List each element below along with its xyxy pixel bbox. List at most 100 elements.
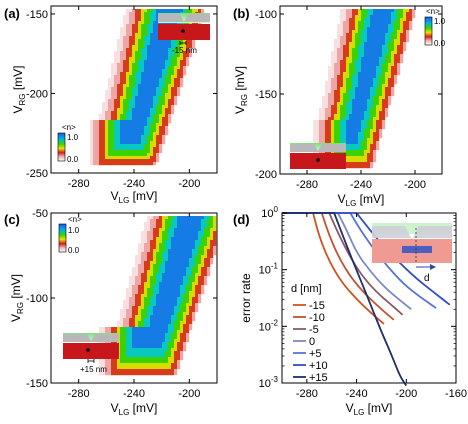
x-tick-label: -200	[404, 179, 426, 191]
heatmap-cell	[132, 24, 136, 28]
heatmap-cell	[174, 345, 178, 349]
heatmap-cell	[141, 285, 145, 289]
heatmap-cell	[201, 261, 205, 265]
heatmap-cell	[349, 42, 353, 46]
heatmap-cell	[147, 261, 151, 265]
heatmap-cell	[135, 312, 139, 316]
heatmap-cell	[337, 132, 341, 136]
heatmap-cell	[373, 102, 377, 106]
heatmap-cell	[343, 87, 347, 91]
heatmap-cell	[189, 39, 193, 43]
heatmap-cell	[111, 366, 115, 370]
heatmap-cell	[349, 24, 353, 28]
heatmap-cell	[177, 303, 181, 307]
heatmap-cell	[93, 138, 97, 142]
heatmap-cell	[123, 108, 127, 112]
heatmap-cell	[132, 63, 136, 67]
heatmap-cell	[135, 366, 139, 370]
heatmap-cell	[394, 54, 398, 58]
heatmap-cell	[364, 48, 368, 52]
heatmap-cell	[150, 75, 154, 79]
heatmap-cell	[391, 90, 395, 94]
heatmap-cell	[168, 105, 172, 109]
heatmap-cell	[322, 102, 326, 106]
heatmap-cell	[177, 243, 181, 247]
heatmap-cell	[382, 33, 386, 37]
heatmap-cell	[138, 78, 142, 82]
heatmap-cell	[156, 15, 160, 19]
heatmap-cell	[114, 153, 118, 157]
heatmap-cell	[183, 348, 187, 352]
heatmap-cell	[156, 273, 160, 277]
heatmap-cell	[328, 66, 332, 70]
heatmap-cell	[102, 105, 106, 109]
heatmap-cell	[195, 294, 199, 298]
heatmap-cell	[132, 87, 136, 91]
heatmap-cell	[370, 120, 374, 124]
heatmap-cell	[349, 165, 353, 169]
heatmap-cell	[388, 33, 392, 37]
heatmap-cell	[180, 345, 184, 349]
colorbar-title: <n>	[426, 7, 440, 16]
heatmap-cell	[129, 21, 133, 25]
heatmap-cell	[159, 75, 163, 79]
heatmap-cell	[346, 33, 350, 37]
heatmap-cell	[171, 345, 175, 349]
heatmap-cell	[153, 285, 157, 289]
heatmap-cell	[379, 30, 383, 34]
heatmap-cell	[150, 339, 154, 343]
heatmap-cell	[156, 288, 160, 292]
heatmap-cell	[150, 129, 154, 133]
heatmap-cell	[349, 9, 353, 13]
heatmap-cell	[192, 219, 196, 223]
heatmap-cell	[328, 93, 332, 97]
heatmap-cell	[153, 81, 157, 85]
heatmap-cell	[162, 219, 166, 223]
heatmap-cell	[159, 366, 163, 370]
heatmap-cell	[367, 138, 371, 142]
heatmap-cell	[114, 96, 118, 100]
heatmap-cell	[192, 42, 196, 46]
heatmap-cell	[373, 96, 377, 100]
heatmap-cell	[367, 45, 371, 49]
heatmap-cell	[385, 81, 389, 85]
heatmap-cell	[207, 216, 211, 220]
heatmap-cell	[177, 330, 181, 334]
heatmap-cell	[150, 78, 154, 82]
heatmap-cell	[141, 291, 145, 295]
heatmap-cell	[129, 303, 133, 307]
heatmap-cell	[150, 273, 154, 277]
heatmap-cell	[138, 69, 142, 73]
heatmap-cell	[397, 51, 401, 55]
heatmap-cell	[132, 33, 136, 37]
heatmap-cell	[340, 15, 344, 19]
heatmap-cell	[189, 312, 193, 316]
heatmap-cell	[153, 312, 157, 316]
heatmap-cell	[192, 228, 196, 232]
heatmap-cell	[99, 114, 103, 118]
heatmap-cell	[159, 48, 163, 52]
heatmap-cell	[400, 33, 404, 37]
heatmap-cell	[120, 114, 124, 118]
heatmap-cell	[373, 12, 377, 16]
heatmap-cell	[129, 150, 133, 154]
heatmap-cell	[159, 306, 163, 310]
heatmap-cell	[156, 105, 160, 109]
heatmap-cell	[135, 132, 139, 136]
heatmap-cell	[138, 63, 142, 67]
heatmap-cell	[123, 159, 127, 163]
heatmap-cell	[180, 45, 184, 49]
heatmap-cell	[150, 252, 154, 256]
heatmap-cell	[171, 99, 175, 103]
heatmap-cell	[165, 321, 169, 325]
heatmap-cell	[159, 372, 163, 376]
heatmap-cell	[361, 129, 365, 133]
heatmap-cell	[379, 135, 383, 139]
heatmap-cell	[174, 264, 178, 268]
heatmap-cell	[171, 282, 175, 286]
heatmap-cell	[144, 288, 148, 292]
heatmap-cell	[138, 300, 142, 304]
heatmap-cell	[210, 225, 214, 229]
heatmap-cell	[385, 93, 389, 97]
heatmap-cell	[355, 39, 359, 43]
